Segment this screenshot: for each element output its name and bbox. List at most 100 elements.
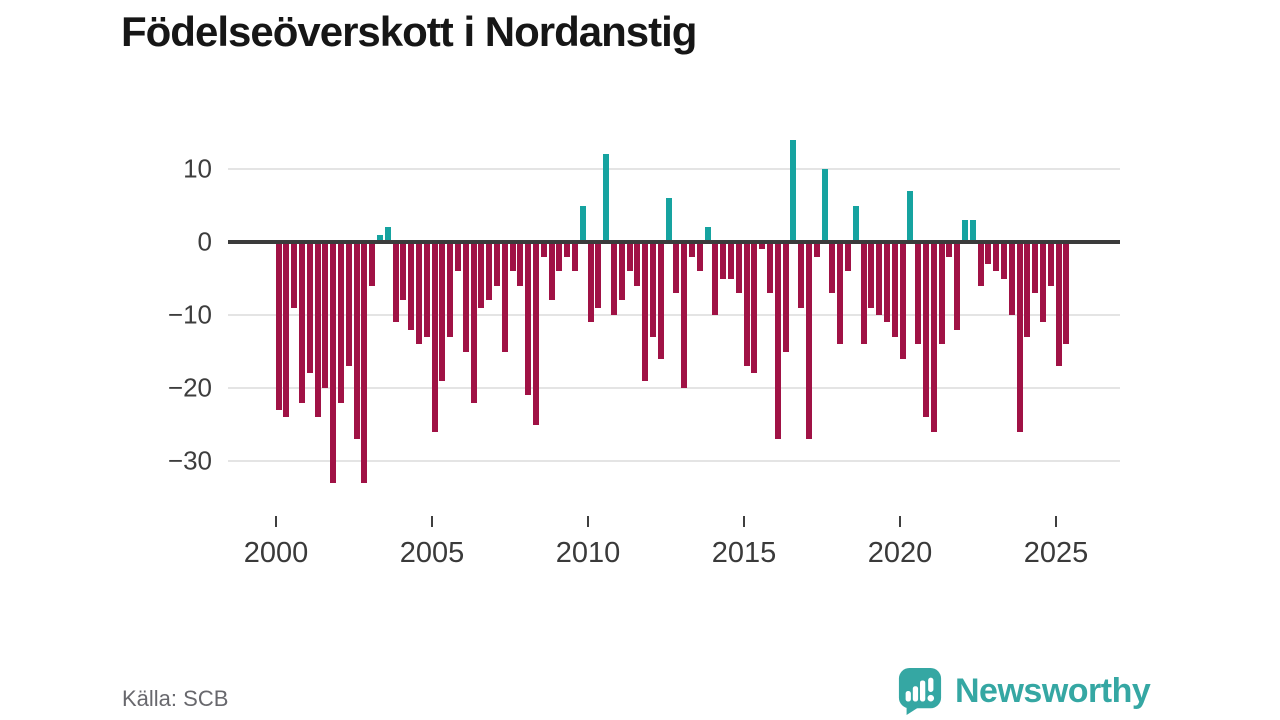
bar-2004Q1 (400, 244, 407, 301)
bar-2012Q2 (657, 244, 664, 359)
bar-2021Q3 (946, 244, 953, 257)
bar-2003Q4 (392, 244, 399, 323)
bar-2022Q2 (969, 220, 976, 240)
bar-2017Q4 (829, 244, 836, 294)
bar-2001Q2 (314, 244, 321, 418)
bar-2008Q3 (540, 244, 547, 257)
bar-2022Q3 (977, 244, 984, 286)
bar-2022Q4 (985, 244, 992, 264)
bar-2015Q3 (759, 244, 766, 250)
zero-line (228, 240, 1120, 244)
bar-2002Q3 (353, 244, 360, 440)
bar-2011Q3 (634, 244, 641, 286)
brand-name: Newsworthy (955, 671, 1151, 710)
bar-2013Q1 (681, 244, 688, 388)
bar-2019Q2 (876, 244, 883, 315)
bar-2014Q4 (735, 244, 742, 294)
bar-2005Q4 (454, 244, 462, 272)
bar-2023Q2 (1000, 244, 1008, 279)
bar-2023Q4 (1016, 244, 1023, 432)
bar-2019Q3 (883, 244, 891, 323)
bar-2023Q3 (1008, 244, 1015, 315)
source-note: Källa: SCB (122, 686, 229, 711)
bar-2008Q2 (532, 244, 540, 425)
bar-2004Q2 (408, 244, 415, 330)
x-axis-tick (587, 516, 589, 527)
bar-2021Q2 (938, 244, 945, 345)
bar-2020Q2 (907, 190, 914, 240)
x-axis-tick (1055, 516, 1057, 527)
bar-2018Q4 (860, 244, 867, 345)
bar-2020Q3 (915, 244, 922, 345)
bar-2021Q1 (930, 244, 937, 432)
gridline (228, 460, 1120, 462)
bar-2012Q4 (673, 244, 680, 294)
bar-2008Q1 (525, 244, 532, 396)
bar-2000Q1 (275, 244, 282, 410)
newsworthy-logo-icon (897, 666, 943, 716)
bar-2007Q2 (501, 244, 508, 352)
bar-2024Q1 (1024, 244, 1031, 337)
bar-2013Q4 (704, 227, 711, 240)
bar-2020Q4 (922, 244, 930, 418)
bar-2013Q2 (688, 244, 696, 257)
bar-2001Q1 (306, 244, 313, 374)
bar-2016Q2 (782, 244, 789, 352)
bar-2024Q3 (1039, 244, 1047, 323)
bar-2005Q2 (439, 244, 446, 381)
x-axis-tick-label: 2015 (711, 537, 777, 569)
bar-2014Q1 (712, 244, 719, 315)
bar-2013Q3 (696, 244, 703, 272)
x-axis-tick (275, 516, 277, 527)
x-axis-tick-label: 2020 (867, 537, 933, 569)
bar-2012Q1 (649, 244, 657, 337)
bar-2010Q4 (610, 244, 618, 315)
bar-2002Q1 (337, 244, 345, 403)
bar-2018Q3 (852, 205, 859, 240)
bar-2019Q1 (868, 244, 875, 308)
bar-2005Q3 (447, 244, 454, 337)
x-axis-tick-label: 2005 (399, 537, 465, 569)
gridline (228, 168, 1120, 170)
bar-2025Q2 (1063, 244, 1070, 345)
bar-2000Q4 (298, 244, 306, 403)
x-axis-tick (743, 516, 745, 527)
bar-2018Q1 (837, 244, 844, 345)
y-axis-tick-label: −10 (167, 299, 212, 330)
bar-2011Q4 (642, 244, 649, 381)
bar-2002Q4 (361, 244, 368, 483)
bar-2004Q4 (423, 244, 430, 337)
bar-2025Q1 (1055, 244, 1062, 367)
bar-2024Q2 (1032, 244, 1039, 294)
bar-2011Q1 (618, 244, 625, 301)
bar-2022Q1 (961, 220, 969, 240)
bar-2010Q3 (603, 154, 610, 240)
bar-2000Q3 (291, 244, 298, 308)
gridline (228, 387, 1120, 389)
bar-2023Q1 (993, 244, 1000, 272)
bar-2011Q2 (626, 244, 633, 272)
gridline (228, 314, 1120, 316)
bar-2009Q2 (564, 244, 571, 257)
bar-2015Q1 (743, 244, 750, 367)
bar-2003Q1 (369, 244, 376, 286)
bar-2016Q3 (790, 139, 797, 240)
x-axis-tick (431, 516, 433, 527)
bar-2001Q4 (330, 244, 337, 483)
bar-2019Q4 (891, 244, 898, 337)
bar-2015Q2 (751, 244, 758, 374)
bar-2006Q1 (462, 244, 469, 352)
bar-2016Q1 (774, 244, 781, 440)
bar-2007Q1 (493, 244, 501, 286)
bar-2021Q4 (954, 244, 961, 330)
bar-2012Q3 (665, 198, 672, 240)
bar-2007Q3 (509, 244, 516, 272)
bar-2017Q3 (821, 169, 828, 240)
bar-2006Q3 (478, 244, 485, 308)
x-axis-tick-label: 2010 (555, 537, 621, 569)
bar-2004Q3 (415, 244, 423, 345)
y-axis-tick-label: −20 (167, 372, 212, 403)
x-axis-tick-label: 2025 (1023, 537, 1089, 569)
bar-2024Q4 (1047, 244, 1054, 286)
